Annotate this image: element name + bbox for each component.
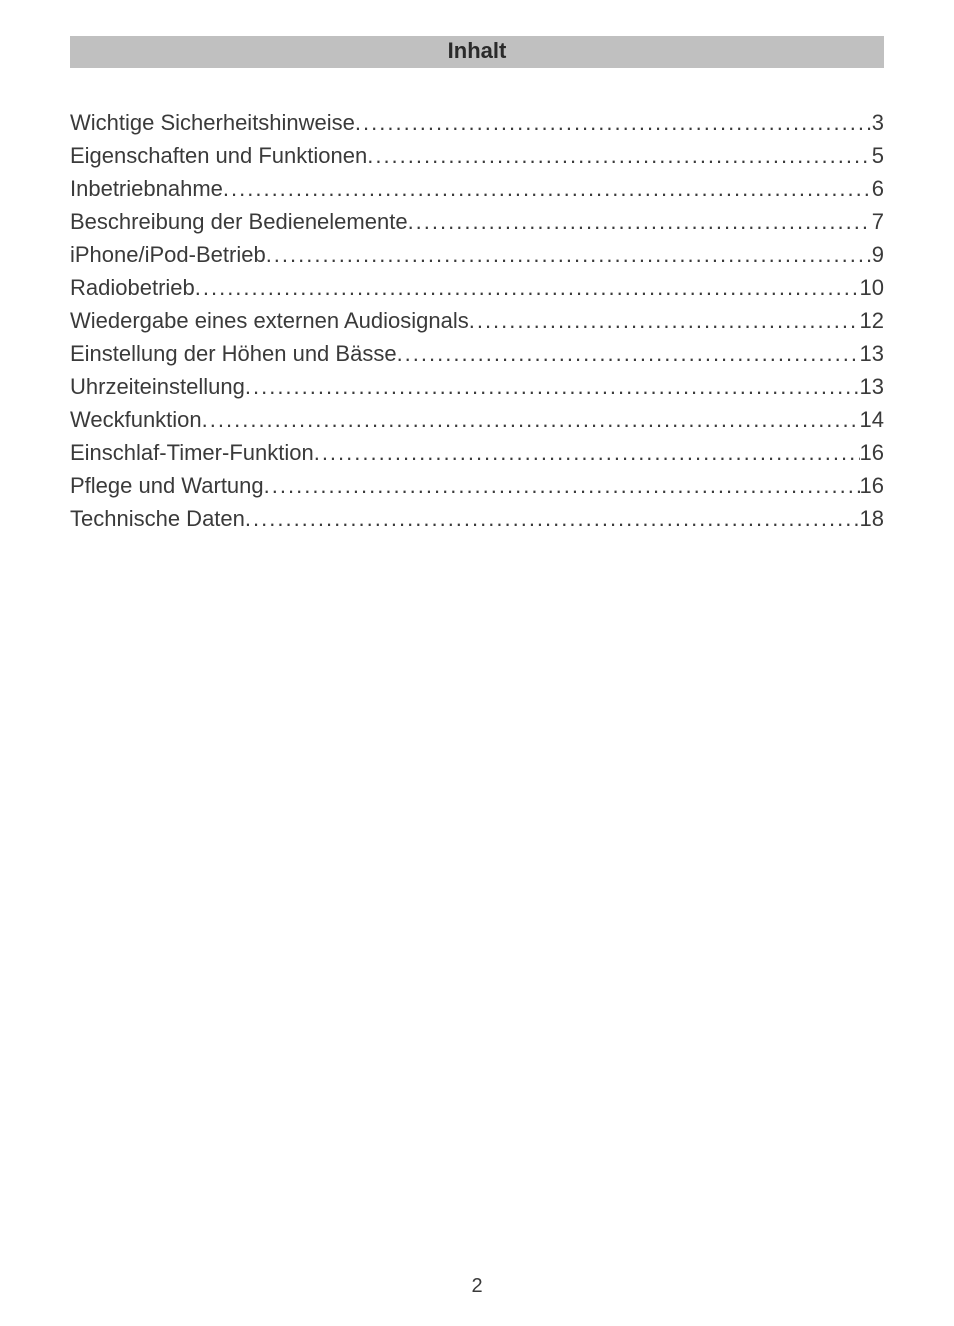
- toc-row: iPhone/iPod-Betrieb 9: [70, 238, 884, 271]
- toc-item-label: Uhrzeiteinstellung: [70, 370, 245, 403]
- toc-row: Einstellung der Höhen und Bässe 13: [70, 337, 884, 370]
- toc-leader-dots: [245, 502, 860, 535]
- toc-item-label: Wiedergabe eines externen Audiosignals: [70, 304, 469, 337]
- toc-item-page: 3: [872, 106, 884, 139]
- toc-leader-dots: [223, 172, 872, 205]
- toc-item-page: 13: [860, 337, 884, 370]
- toc-leader-dots: [314, 436, 860, 469]
- toc-row: Beschreibung der Bedienelemente 7: [70, 205, 884, 238]
- toc-item-page: 10: [860, 271, 884, 304]
- toc-leader-dots: [202, 403, 860, 436]
- toc-item-label: Inbetriebnahme: [70, 172, 223, 205]
- toc-item-page: 5: [872, 139, 884, 172]
- toc-leader-dots: [245, 370, 860, 403]
- toc-item-label: Radiobetrieb: [70, 271, 195, 304]
- toc-item-page: 13: [860, 370, 884, 403]
- toc-leader-dots: [408, 205, 872, 238]
- toc-leader-dots: [355, 106, 872, 139]
- toc-leader-dots: [397, 337, 860, 370]
- page-title: Inhalt: [448, 38, 507, 63]
- toc-leader-dots: [266, 238, 872, 271]
- toc-row: Weckfunktion 14: [70, 403, 884, 436]
- toc-item-label: Einstellung der Höhen und Bässe: [70, 337, 397, 370]
- toc-leader-dots: [264, 469, 860, 502]
- toc-item-page: 7: [872, 205, 884, 238]
- toc-item-page: 16: [860, 469, 884, 502]
- toc-item-label: iPhone/iPod-Betrieb: [70, 238, 266, 271]
- toc-item-label: Einschlaf-Timer-Funktion: [70, 436, 314, 469]
- toc-item-page: 14: [860, 403, 884, 436]
- table-of-contents: Wichtige Sicherheitshinweise3Eigenschaft…: [70, 106, 884, 535]
- toc-item-page: 18: [860, 502, 884, 535]
- toc-row: Eigenschaften und Funktionen 5: [70, 139, 884, 172]
- toc-row: Einschlaf-Timer-Funktion 16: [70, 436, 884, 469]
- toc-row: Inbetriebnahme 6: [70, 172, 884, 205]
- toc-item-page: 6: [872, 172, 884, 205]
- page-title-bar: Inhalt: [70, 36, 884, 68]
- toc-item-page: 12: [860, 304, 884, 337]
- toc-leader-dots: [469, 304, 860, 337]
- toc-row: Radiobetrieb 10: [70, 271, 884, 304]
- document-page: Inhalt Wichtige Sicherheitshinweise3Eige…: [0, 0, 954, 1326]
- toc-item-page: 16: [860, 436, 884, 469]
- toc-item-label: Weckfunktion: [70, 403, 202, 436]
- toc-item-label: Beschreibung der Bedienelemente: [70, 205, 408, 238]
- toc-row: Uhrzeiteinstellung 13: [70, 370, 884, 403]
- toc-item-label: Wichtige Sicherheitshinweise: [70, 106, 355, 139]
- toc-row: Wiedergabe eines externen Audiosignals 12: [70, 304, 884, 337]
- toc-leader-dots: [195, 271, 860, 304]
- toc-item-label: Technische Daten: [70, 502, 245, 535]
- toc-row: Pflege und Wartung 16: [70, 469, 884, 502]
- toc-item-label: Eigenschaften und Funktionen: [70, 139, 367, 172]
- toc-item-page: 9: [872, 238, 884, 271]
- toc-row: Wichtige Sicherheitshinweise 3: [70, 106, 884, 139]
- toc-item-label: Pflege und Wartung: [70, 469, 264, 502]
- toc-leader-dots: [367, 139, 872, 172]
- page-number: 2: [0, 1275, 954, 1298]
- toc-row: Technische Daten 18: [70, 502, 884, 535]
